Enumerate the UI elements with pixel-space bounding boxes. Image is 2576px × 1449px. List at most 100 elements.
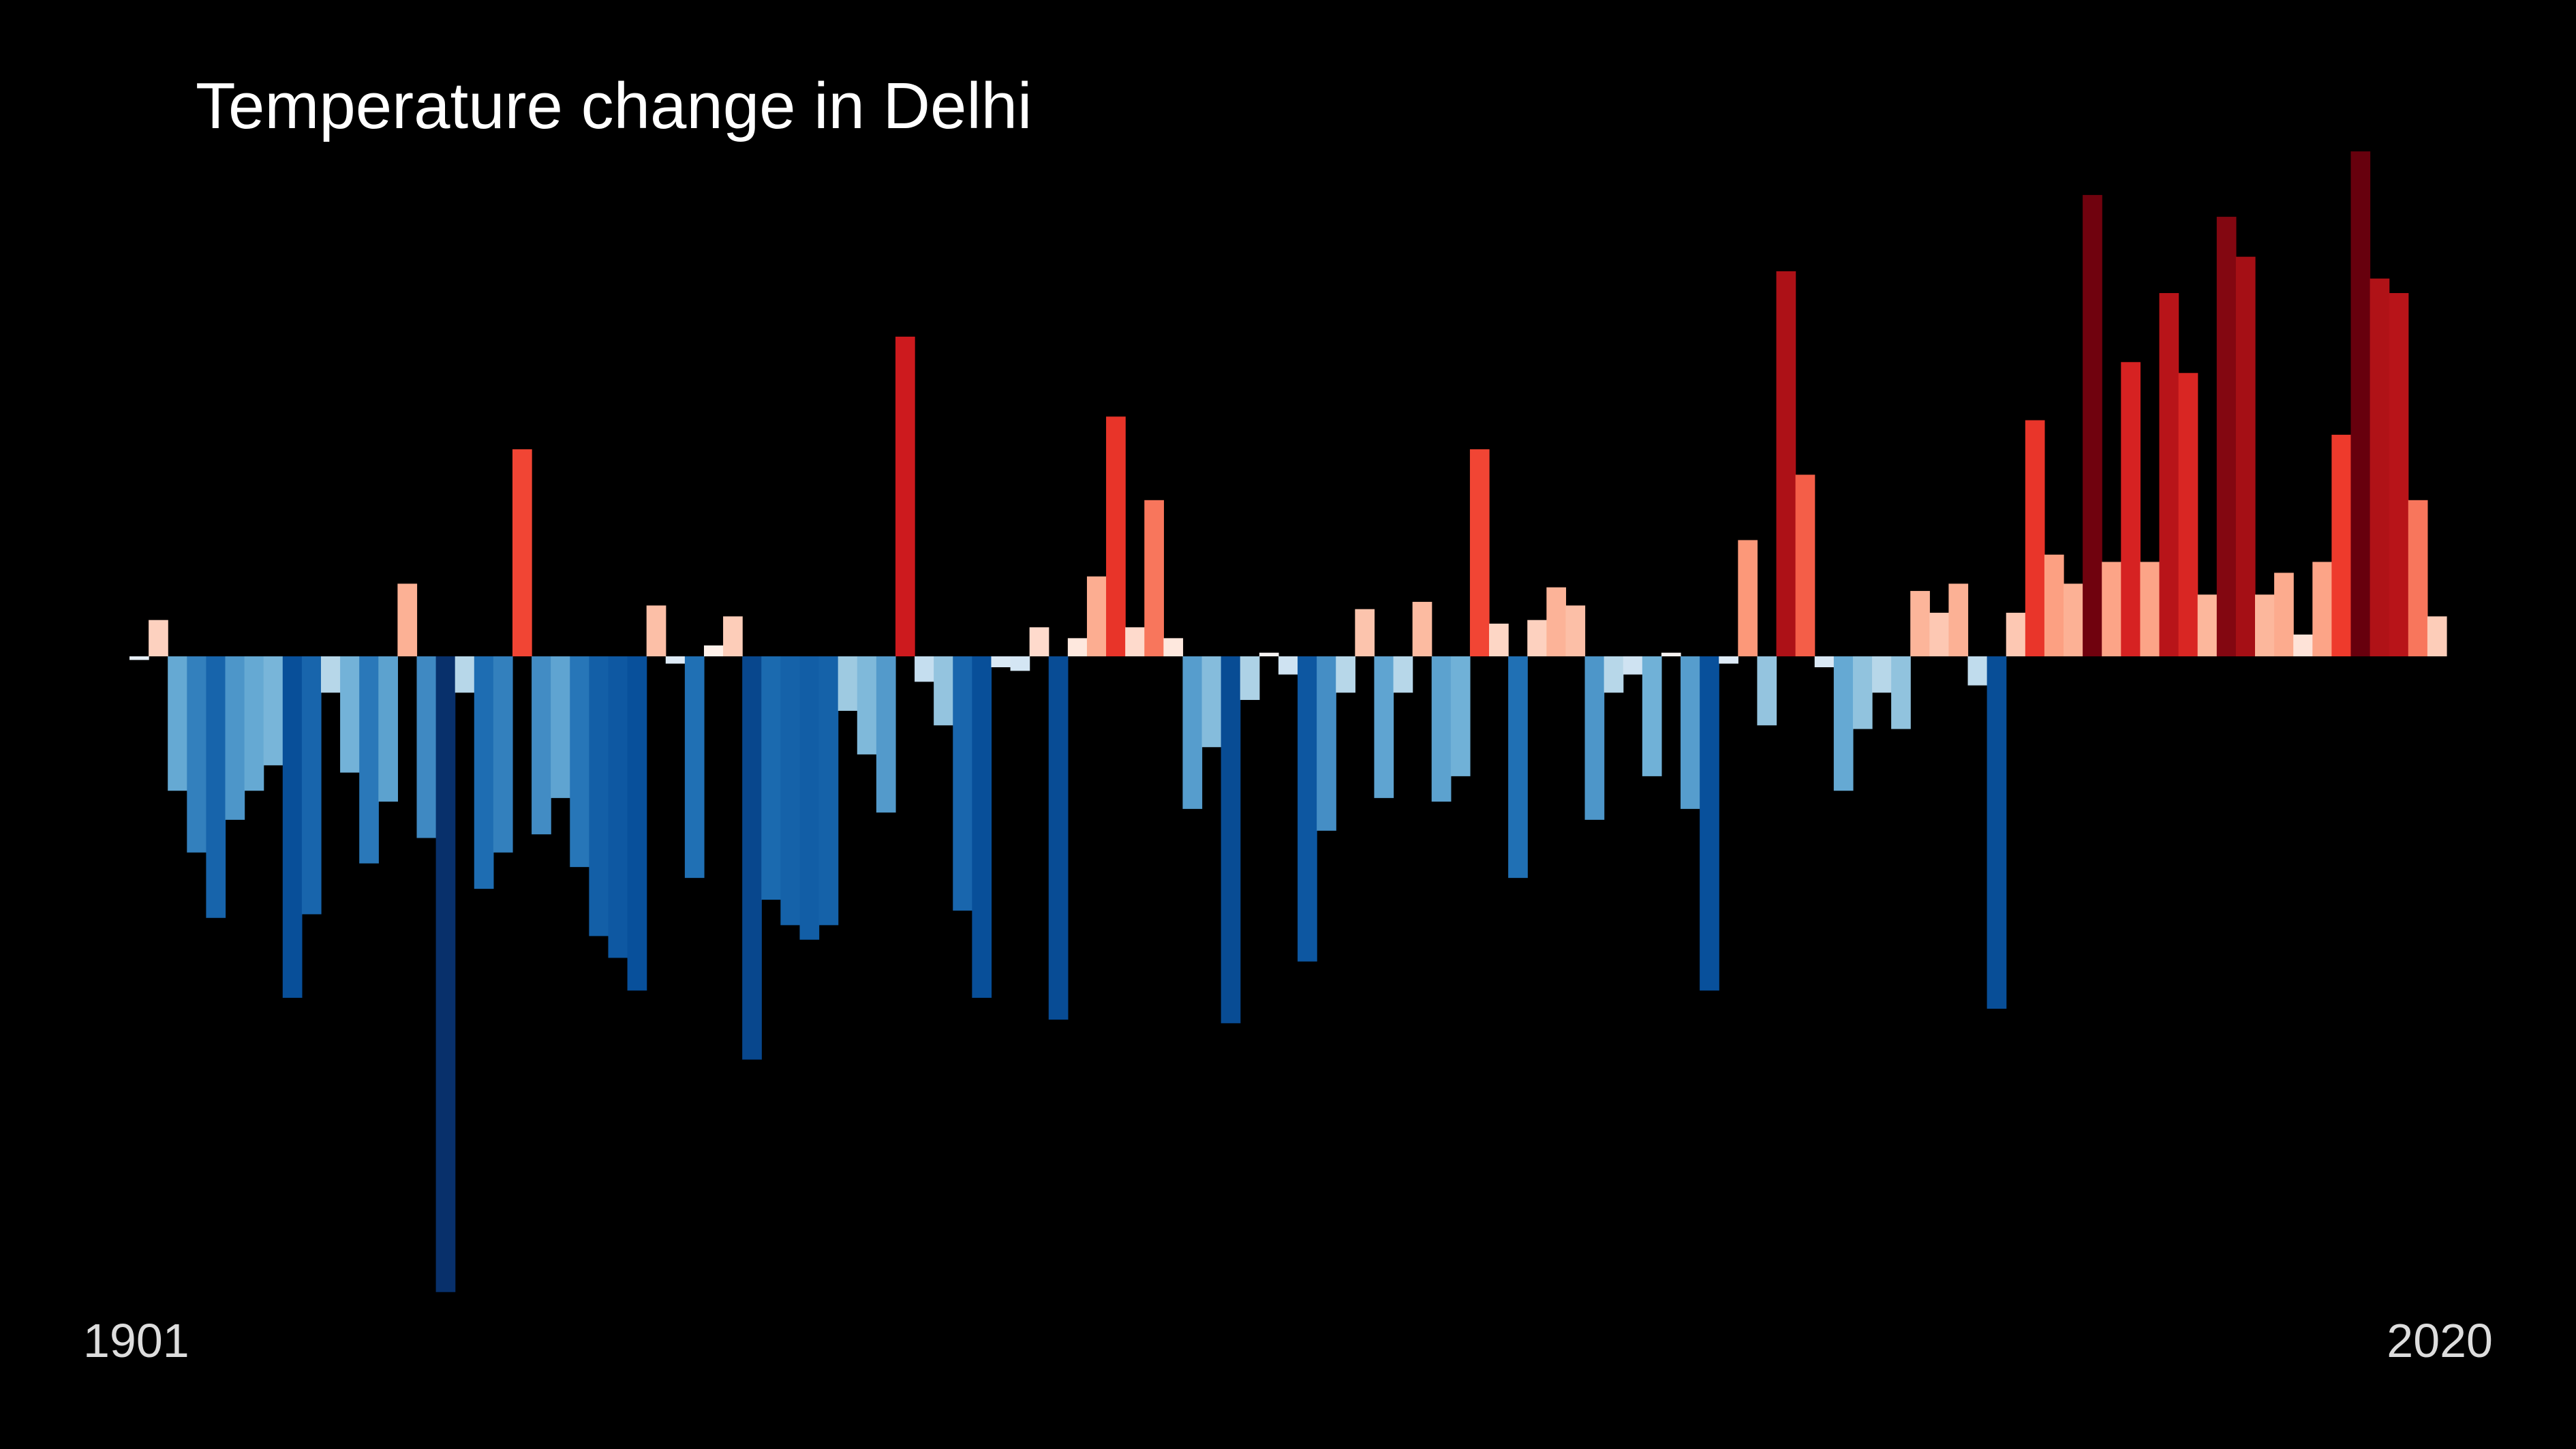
start-year-label: 1901 [83,1314,189,1367]
bar [359,656,379,864]
bar [2140,562,2160,656]
bar [1967,656,1988,686]
bar [1795,474,1815,656]
bar [723,616,743,656]
bar [665,656,686,664]
bar [1833,656,1854,791]
bar [1776,271,1796,656]
bar [1814,656,1835,667]
bar [627,656,647,991]
bar [1929,613,1950,656]
bar [1508,656,1528,879]
bar [799,656,820,940]
bar [876,656,896,813]
bar [512,449,532,656]
bar [589,656,609,936]
bar [761,656,781,900]
bar [2293,635,2313,656]
bar [1125,627,1145,656]
bar [2025,420,2045,656]
bar [340,656,360,773]
bar [1240,656,1260,700]
bar [1393,656,1413,693]
bar [1623,656,1643,675]
bar [838,656,858,711]
bar [1565,605,1586,656]
bar [149,620,168,656]
bar [1086,576,1107,656]
bar [320,656,341,693]
bar [129,656,149,660]
bar [2389,293,2409,656]
bar [818,656,839,926]
bar [1221,656,1241,1024]
bar [263,656,283,765]
bar [895,336,915,656]
bar [2312,562,2333,656]
bar [1872,656,1892,693]
bar [857,656,877,754]
bar [1412,602,1432,656]
bar [1738,540,1758,656]
bar [1355,609,1375,656]
bar [244,656,264,791]
bar [2102,562,2121,656]
bar [2370,278,2390,656]
bar [206,656,226,918]
bar [2006,613,2026,656]
bar [397,583,418,656]
bar [953,656,972,911]
bar [703,645,724,656]
bar [1278,656,1298,675]
bar [1546,587,1567,656]
bar [1144,500,1164,656]
bar [2408,500,2428,656]
bar [1681,656,1700,809]
bar [1852,656,1873,729]
bar [474,656,494,889]
bar [493,656,513,853]
bar [1757,656,1777,726]
bar [570,656,589,868]
bar [551,656,570,798]
bar [1719,656,1738,664]
bar [455,656,475,693]
bar [1604,656,1624,693]
bar [2216,217,2237,656]
bar [1259,652,1279,656]
end-year-label: 2020 [2387,1314,2493,1367]
bar [1067,638,1088,656]
bar [1891,656,1911,729]
bar [1201,656,1222,748]
bar [1987,656,2007,1009]
bar [646,605,666,656]
bar [225,656,245,820]
chart-title: Temperature change in Delhi [196,70,1032,142]
bar [1298,656,1317,962]
bar [684,656,705,879]
bar [1374,656,1394,798]
bar [972,656,992,998]
bar [2121,362,2141,656]
bar [1182,656,1203,809]
bar [1336,656,1355,693]
bar [2083,195,2102,657]
bar [1700,656,1719,991]
bar [2159,293,2179,656]
bar [1527,620,1547,656]
bar [1469,449,1490,656]
bar [915,656,934,682]
bar [1948,583,1969,656]
bar [2064,583,2083,656]
bar [1029,627,1049,656]
bar [2178,373,2198,656]
bar [187,656,206,853]
bar [532,656,551,835]
bar [1106,416,1126,656]
bar [1010,656,1030,671]
bar [2350,151,2371,656]
bar [780,656,801,926]
bar [1584,656,1605,820]
